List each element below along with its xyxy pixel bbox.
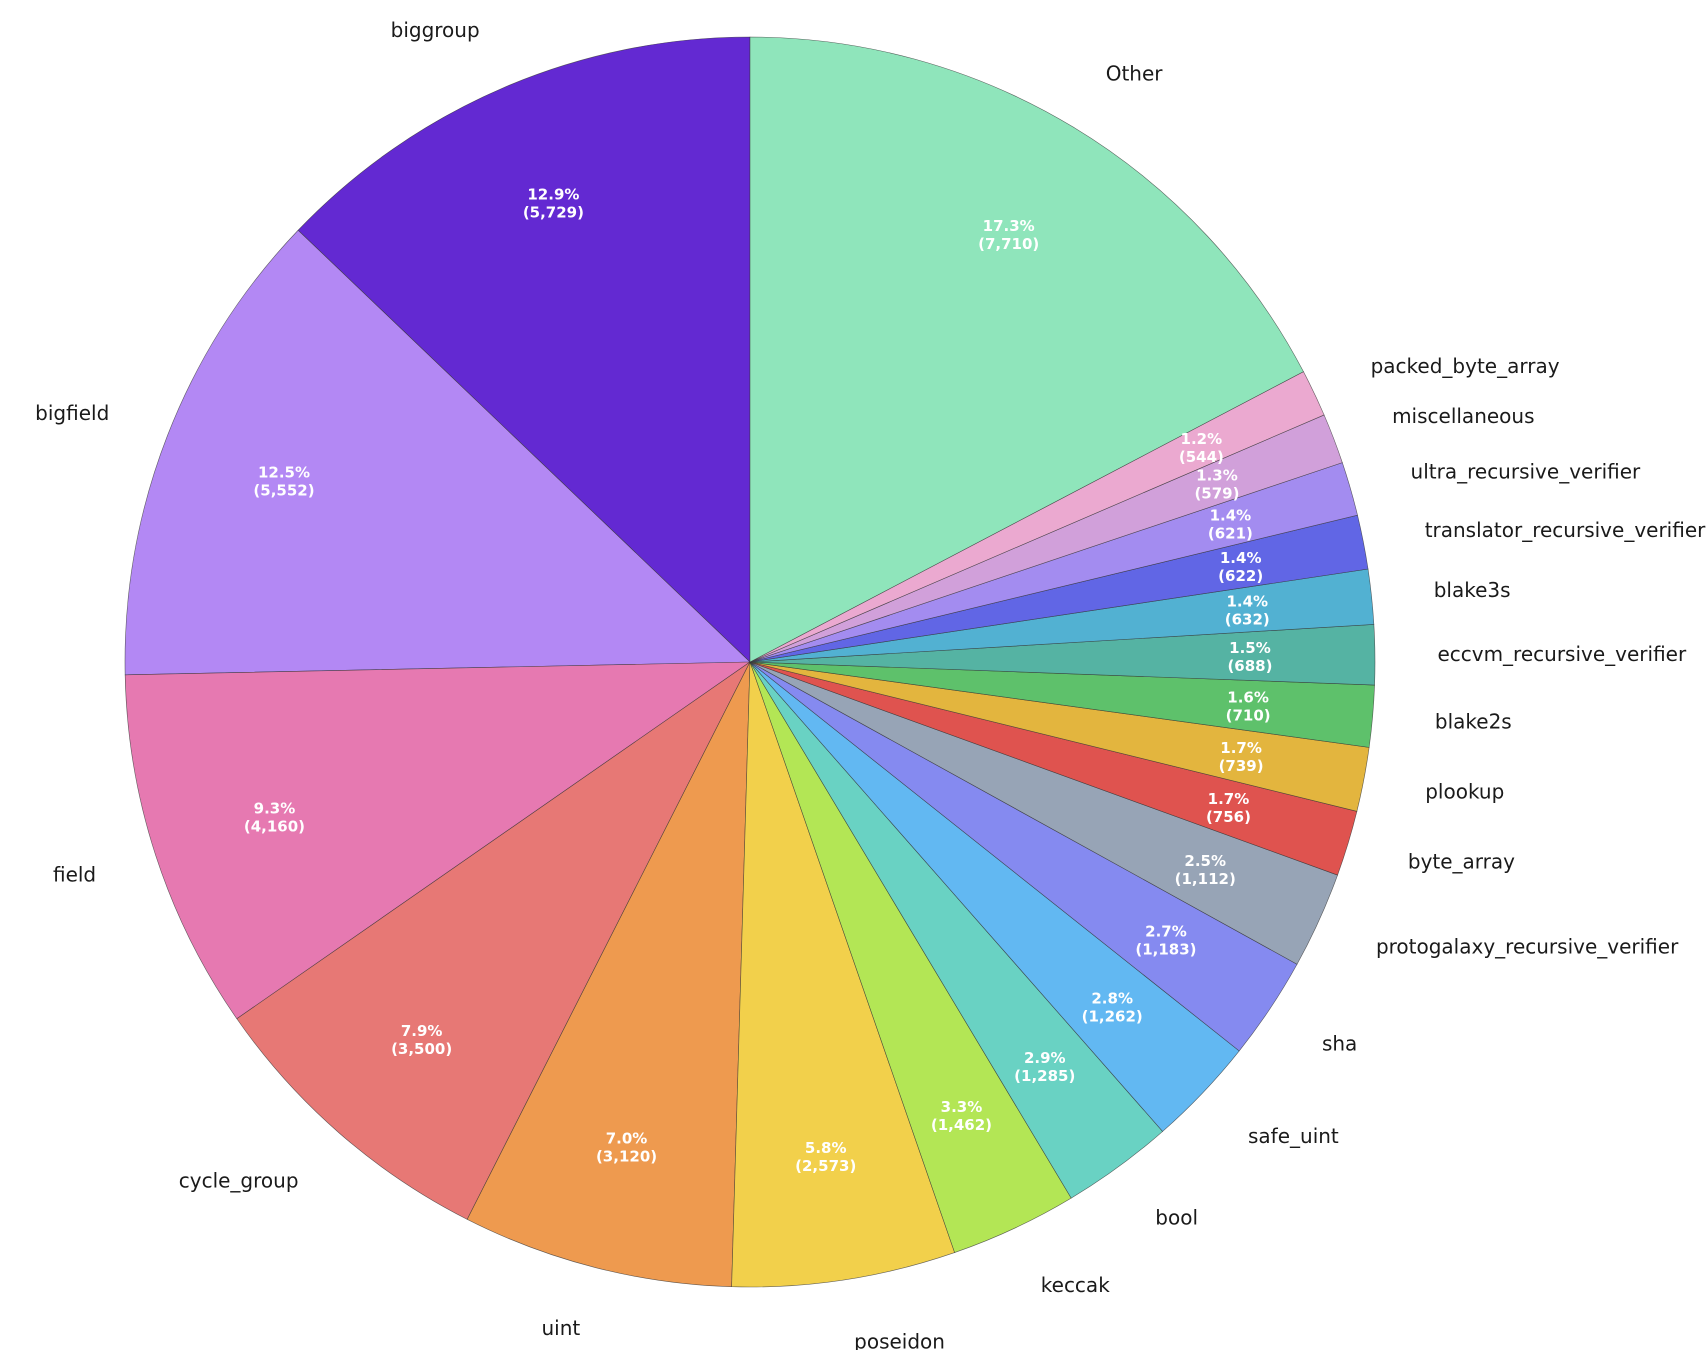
slice-value-label: 1.2% (544) (1179, 430, 1224, 466)
slice-percent: 1.7% (1220, 739, 1262, 757)
slice-count: (710) (1226, 706, 1271, 724)
slice-percent: 17.3% (983, 217, 1035, 235)
slice-category-label: poseidon (854, 1330, 945, 1350)
slice-category-label: bool (1155, 1205, 1198, 1229)
slice-category-label: eccvm_recursive_verifier (1437, 642, 1687, 666)
slice-value-label: 2.8% (1,262) (1082, 990, 1143, 1026)
percent-labels-layer: 12.9% (5,729)12.5% (5,552)9.3% (4,160)7.9%(… (244, 185, 1273, 1175)
slice-category-label: translator_recursive_verifier (1425, 518, 1706, 542)
slice-value-label: 1.4% (632) (1225, 593, 1270, 629)
slice-percent: 9.3% (254, 799, 296, 817)
slice-count: (2,573) (795, 1157, 856, 1175)
slice-value-label: 9.3% (4,160) (244, 799, 305, 835)
slice-category-label: byte_array (1408, 850, 1515, 874)
slice-count: (622) (1218, 567, 1263, 585)
pie-slice-biggroup (297, 36, 751, 663)
slice-category-label: cycle_group (179, 1168, 299, 1192)
slice-percent: 1.2% (1181, 430, 1223, 448)
pie-slice-bigfield (124, 229, 751, 676)
slice-count: (1,262) (1082, 1008, 1143, 1026)
slice-value-label: 2.5% (1,112) (1175, 852, 1236, 888)
slice-count: (1,285) (1014, 1067, 1075, 1085)
slice-category-label: keccak (1041, 1273, 1110, 1297)
slice-category-label: uint (542, 1316, 581, 1340)
slice-category-label: protogalaxy_recursive_verifier (1376, 934, 1679, 958)
pie-slice-poseidon (731, 661, 956, 1288)
slice-percent: 1.4% (1220, 549, 1262, 567)
slice-count: (5,729) (523, 203, 584, 221)
slice-count: (579) (1194, 484, 1239, 502)
slice-count: (4,160) (244, 817, 305, 835)
slice-percent: 2.9% (1024, 1049, 1066, 1067)
slice-count: (632) (1225, 611, 1270, 629)
pie-slice-field (124, 661, 751, 1020)
slice-category-label: sha (1322, 1031, 1357, 1055)
slice-category-label: blake2s (1435, 710, 1512, 734)
slice-percent: 12.5% (258, 464, 310, 482)
slice-value-label: 7.9% (3,500) (391, 1022, 452, 1058)
slice-value-label: 2.9% (1,285) (1014, 1049, 1075, 1085)
slice-value-label: 12.5% (5,552) (253, 464, 314, 500)
slice-value-label: 3.3% (1,462) (931, 1098, 992, 1134)
slice-count: (1,112) (1175, 870, 1236, 888)
slice-category-label: safe_uint (1248, 1124, 1339, 1148)
slice-percent: 3.3% (941, 1098, 983, 1116)
slice-value-label: 5.8% (2,573) (795, 1139, 856, 1175)
pie-slice-uint (466, 661, 751, 1288)
slice-count: (7,710) (978, 235, 1039, 253)
slice-count: (3,120) (596, 1148, 657, 1166)
slice-percent: 5.8% (805, 1139, 847, 1157)
slice-category-label: blake3s (1434, 578, 1511, 602)
slice-value-label: 2.7% (1,183) (1135, 922, 1196, 958)
slice-count: (3,500) (391, 1040, 452, 1058)
pie-slice-other (749, 36, 1304, 663)
slice-count: (621) (1208, 524, 1253, 542)
slice-percent: 1.4% (1210, 506, 1252, 524)
slice-count: (1,462) (931, 1116, 992, 1134)
slice-percent: 7.9% (401, 1022, 443, 1040)
slice-percent: 1.7% (1208, 790, 1250, 808)
slice-percent: 1.5% (1229, 639, 1271, 657)
slice-value-label: 7.0% (3,120) (596, 1130, 657, 1166)
slice-category-label: field (53, 862, 96, 886)
pie-slice-cycle-group (236, 661, 751, 1220)
slice-count: (756) (1206, 808, 1251, 826)
slice-percent: 1.6% (1227, 688, 1269, 706)
slice-percent: 2.7% (1145, 922, 1187, 940)
slice-category-label: ultra_recursive_verifier (1411, 459, 1641, 483)
slice-percent: 2.8% (1091, 990, 1133, 1008)
slice-count: (688) (1227, 657, 1272, 675)
slice-count: (1,183) (1135, 940, 1196, 958)
slice-category-label: bigfield (35, 401, 109, 425)
slice-category-label: packed_byte_array (1371, 354, 1560, 378)
slice-count: (544) (1179, 448, 1224, 466)
slice-category-label: biggroup (391, 18, 480, 42)
slice-category-label: miscellaneous (1392, 404, 1534, 428)
slice-count: (5,552) (253, 482, 314, 500)
slice-percent: 1.3% (1196, 466, 1238, 484)
slice-value-label: 1.4% (622) (1218, 549, 1263, 585)
slice-percent: 2.5% (1184, 852, 1226, 870)
slice-count: (739) (1219, 757, 1264, 775)
slice-percent: 1.4% (1226, 593, 1268, 611)
slice-percent: 7.0% (606, 1130, 648, 1148)
slice-value-label: 12.9% (5,729) (523, 185, 584, 221)
slice-category-label: Other (1106, 62, 1164, 86)
slice-value-label: 1.3% (579) (1194, 466, 1239, 502)
slice-value-label: 1.4% (621) (1208, 506, 1253, 542)
slices-layer (124, 36, 1376, 1288)
slice-percent: 12.9% (527, 185, 579, 203)
slice-value-label: 1.7% (739) (1219, 739, 1264, 775)
slice-value-label: 1.5% (688) (1227, 639, 1272, 675)
slice-category-label: plookup (1425, 779, 1504, 803)
slice-value-label: 1.7% (756) (1206, 790, 1251, 826)
slice-value-label: 17.3% (7,710) (978, 217, 1039, 253)
slice-value-label: 1.6% (710) (1226, 688, 1271, 724)
